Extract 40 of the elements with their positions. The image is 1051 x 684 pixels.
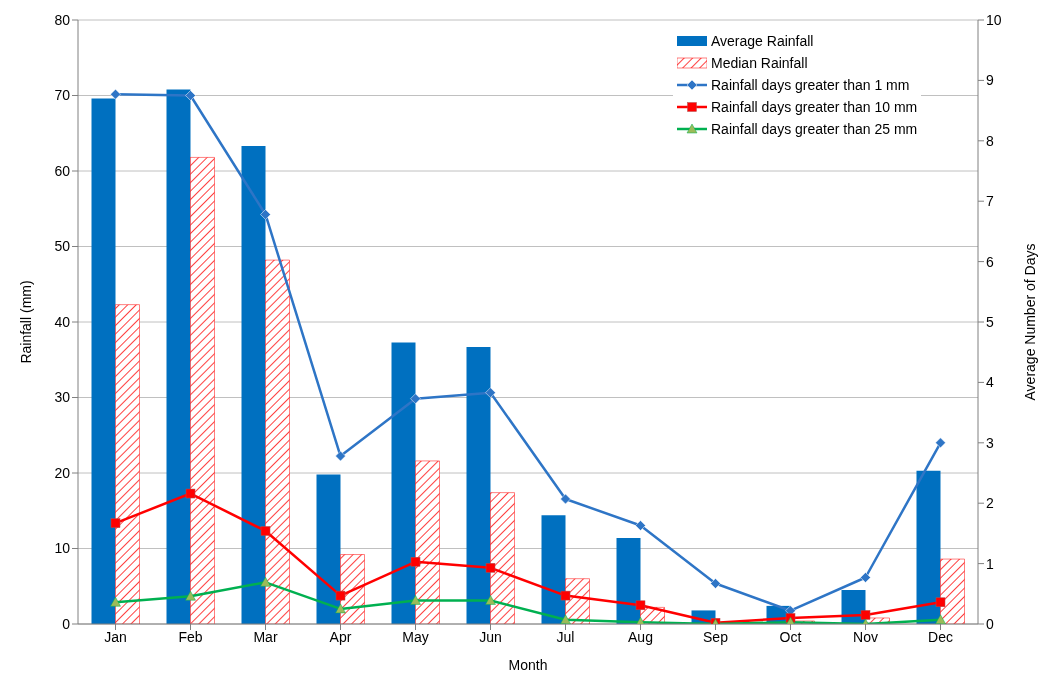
y-tick-label: 10: [54, 540, 71, 557]
y-tick-label: 0: [62, 615, 71, 632]
y-axis-title: Rainfall (mm): [17, 280, 34, 364]
y-tick-label: 60: [54, 162, 71, 179]
x-tick-label: Dec: [928, 628, 953, 645]
x-tick-label: May: [402, 628, 429, 645]
y2-tick-label: 9: [986, 72, 994, 89]
x-tick-label: Jul: [556, 628, 575, 645]
y2-tick-label: 10: [986, 11, 1002, 28]
y-tick-label: 50: [54, 238, 71, 255]
x-tick-label: Oct: [779, 628, 802, 645]
x-tick-label: Mar: [253, 628, 278, 645]
y2-tick-label: 7: [986, 193, 994, 210]
x-tick-label: Sep: [703, 628, 729, 645]
x-tick-label: Feb: [178, 628, 203, 645]
x-tick-label: Aug: [628, 628, 653, 645]
y2-tick-label: 4: [986, 374, 994, 391]
x-tick-label: Nov: [853, 628, 878, 645]
y2-tick-label: 0: [986, 615, 994, 632]
y-tick-label: 30: [54, 389, 71, 406]
y-tick-label: 70: [54, 87, 71, 104]
x-tick-label: Jun: [479, 628, 502, 645]
legend-label: Rainfall days greater than 10 mm: [711, 99, 918, 115]
y-tick-label: 80: [54, 11, 71, 28]
x-tick-label: Jan: [104, 628, 127, 645]
legend-label: Rainfall days greater than 25 mm: [711, 121, 918, 137]
y2-tick-label: 6: [986, 253, 994, 270]
legend-label: Average Rainfall: [711, 33, 814, 49]
y2-axis-title: Average Number of Days: [1021, 243, 1038, 401]
y2-tick-label: 5: [986, 313, 994, 330]
y-tick-label: 40: [54, 313, 71, 330]
y2-tick-label: 8: [986, 132, 994, 149]
legend-label: Median Rainfall: [711, 55, 808, 71]
x-tick-label: Apr: [329, 628, 352, 645]
y-tick-label: 20: [54, 464, 71, 481]
y2-tick-label: 1: [986, 555, 994, 572]
x-axis-title: Month: [508, 657, 548, 673]
legend-label: Rainfall days greater than 1 mm: [711, 77, 910, 93]
y2-tick-label: 3: [986, 434, 994, 451]
y2-tick-label: 2: [986, 495, 994, 512]
